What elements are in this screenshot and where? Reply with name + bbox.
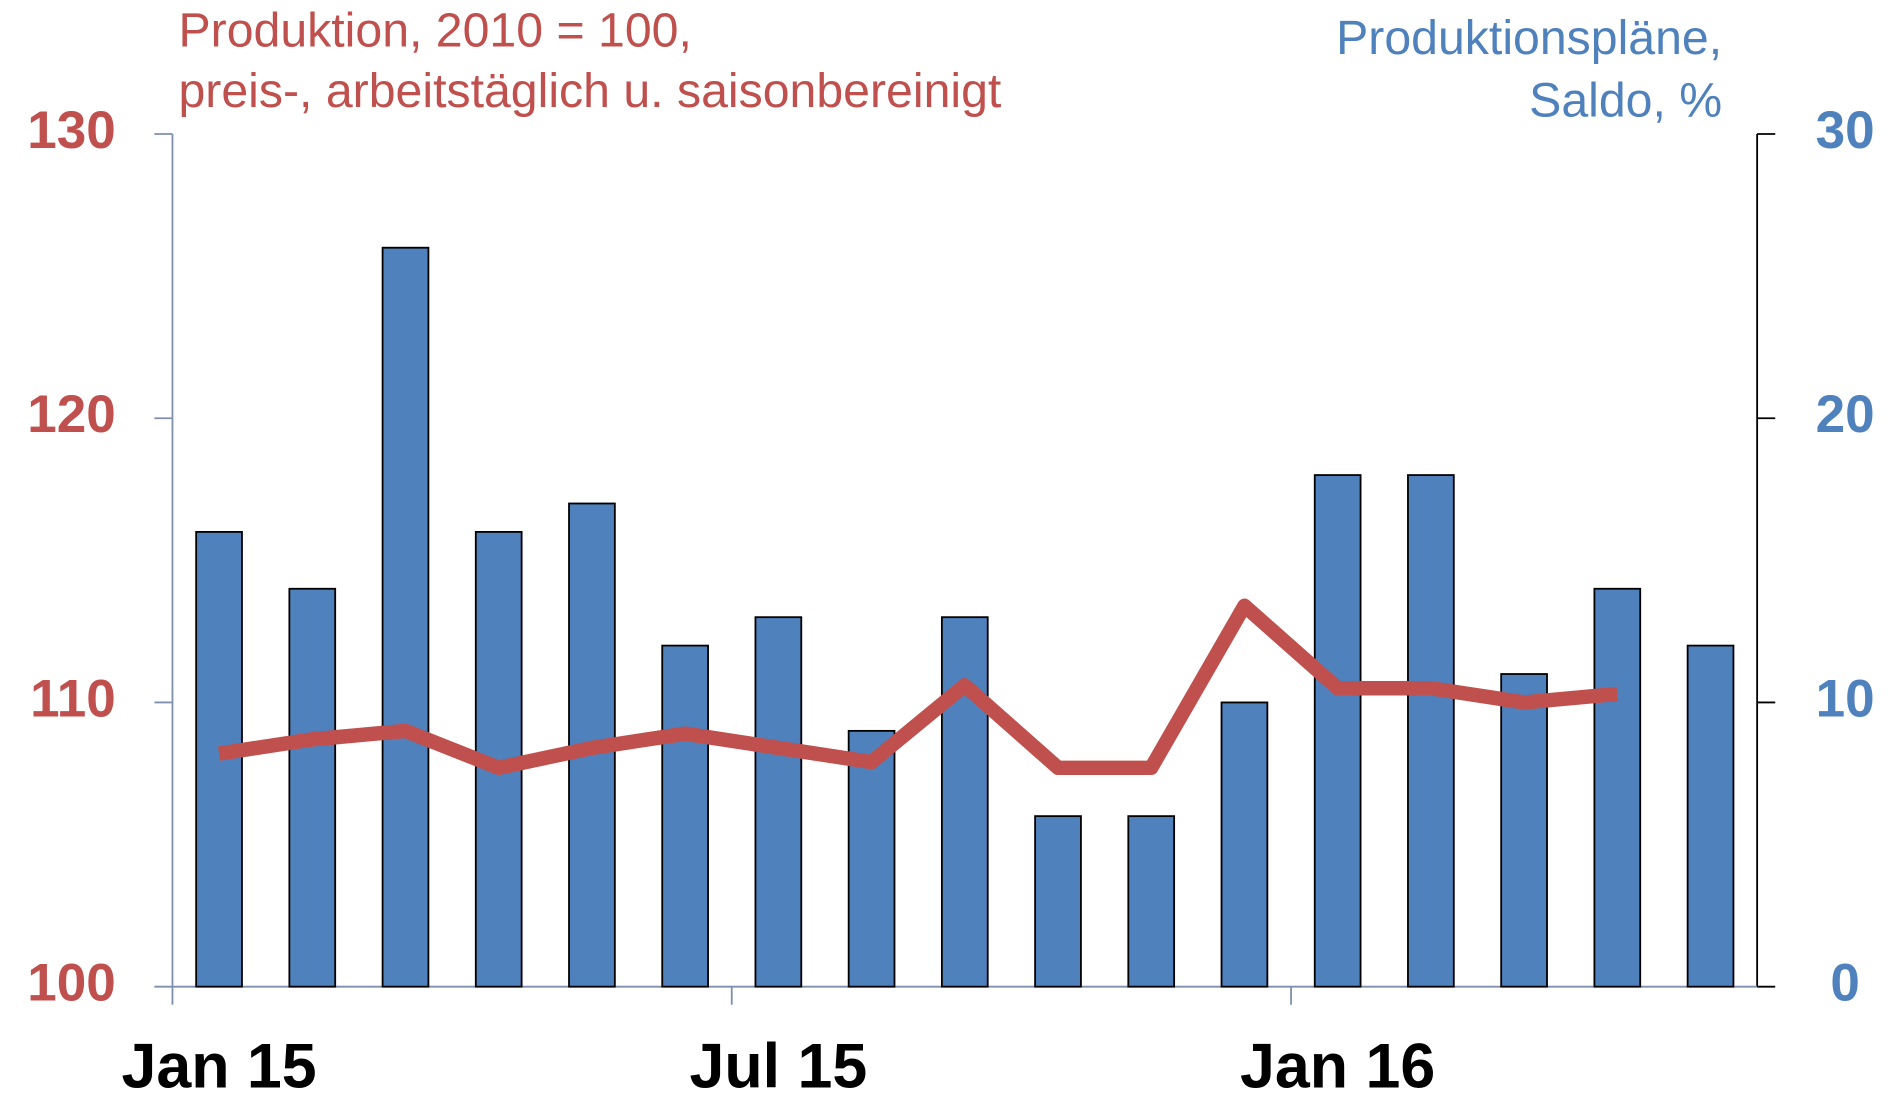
- bar: [1034, 815, 1082, 988]
- bar: [1127, 815, 1176, 988]
- bar: [661, 644, 709, 988]
- y-axis-title: preis-, arbeitstäglich u. saisonbereinig…: [178, 64, 1001, 118]
- y2-tick-label: 20: [1816, 385, 1875, 444]
- y-tick-label: 120: [27, 385, 116, 444]
- y2-axis-title: Produktionspläne,: [1336, 11, 1722, 65]
- x-tick-label: Jul 15: [689, 1032, 867, 1102]
- bar: [1220, 701, 1269, 988]
- y-tick-label: 100: [27, 954, 116, 1013]
- bar: [1313, 474, 1362, 988]
- bar: [847, 729, 896, 988]
- bar: [1686, 644, 1735, 988]
- bar: [381, 246, 430, 988]
- bar: [940, 616, 989, 988]
- bar: [754, 616, 803, 988]
- y-tick-label: 130: [27, 101, 116, 160]
- y2-tick-label: 30: [1816, 101, 1875, 160]
- x-tick-label: Jan 15: [121, 1032, 316, 1102]
- line: [217, 598, 1618, 776]
- y2-tick-label: 0: [1830, 954, 1860, 1013]
- bar: [1593, 587, 1642, 988]
- y-tick-label: 110: [30, 669, 116, 728]
- bar: [1500, 673, 1548, 988]
- x-tick-label: Jan 16: [1240, 1032, 1435, 1102]
- bar: [195, 531, 243, 988]
- y-axis-title: Produktion, 2010 = 100,: [178, 4, 691, 58]
- bar: [1407, 474, 1455, 988]
- y2-axis-title: Saldo, %: [1529, 74, 1722, 128]
- bar: [288, 587, 337, 988]
- y2-tick-label: 10: [1816, 669, 1875, 728]
